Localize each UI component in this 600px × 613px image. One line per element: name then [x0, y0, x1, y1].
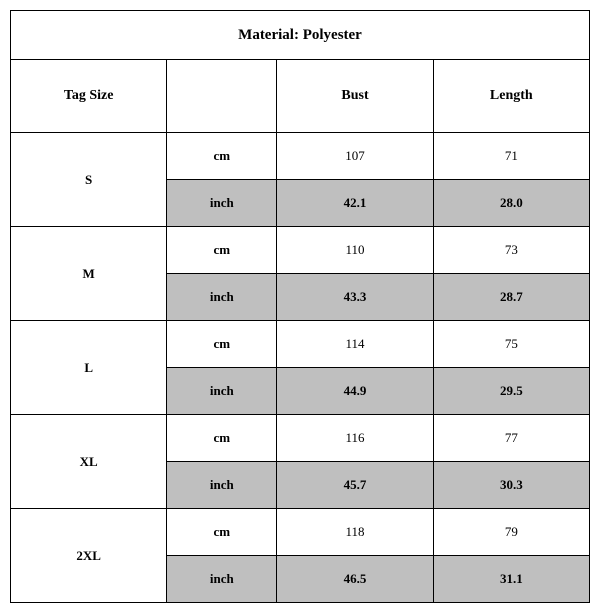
bust-inch: 42.1	[277, 180, 433, 227]
table-row: S cm 107 71	[11, 133, 590, 180]
col-length: Length	[433, 60, 589, 133]
tag-size: XL	[11, 415, 167, 509]
bust-inch: 46.5	[277, 556, 433, 603]
table-row: XL cm 116 77	[11, 415, 590, 462]
tag-size: M	[11, 227, 167, 321]
bust-inch: 44.9	[277, 368, 433, 415]
unit-inch: inch	[167, 180, 277, 227]
col-tag-size: Tag Size	[11, 60, 167, 133]
title-row: Material: Polyester	[11, 11, 590, 60]
header-row: Tag Size Bust Length	[11, 60, 590, 133]
length-cm: 71	[433, 133, 589, 180]
table-row: 2XL cm 118 79	[11, 509, 590, 556]
unit-cm: cm	[167, 227, 277, 274]
unit-cm: cm	[167, 415, 277, 462]
length-cm: 79	[433, 509, 589, 556]
length-cm: 77	[433, 415, 589, 462]
length-cm: 75	[433, 321, 589, 368]
tag-size: L	[11, 321, 167, 415]
bust-cm: 114	[277, 321, 433, 368]
unit-cm: cm	[167, 133, 277, 180]
bust-cm: 107	[277, 133, 433, 180]
length-inch: 28.7	[433, 274, 589, 321]
unit-cm: cm	[167, 321, 277, 368]
bust-cm: 118	[277, 509, 433, 556]
bust-inch: 43.3	[277, 274, 433, 321]
unit-inch: inch	[167, 462, 277, 509]
unit-cm: cm	[167, 509, 277, 556]
bust-cm: 110	[277, 227, 433, 274]
length-inch: 30.3	[433, 462, 589, 509]
unit-inch: inch	[167, 274, 277, 321]
table-row: L cm 114 75	[11, 321, 590, 368]
length-inch: 31.1	[433, 556, 589, 603]
material-title: Material: Polyester	[11, 11, 590, 60]
tag-size: S	[11, 133, 167, 227]
bust-inch: 45.7	[277, 462, 433, 509]
col-bust: Bust	[277, 60, 433, 133]
table-row: M cm 110 73	[11, 227, 590, 274]
unit-inch: inch	[167, 556, 277, 603]
length-inch: 28.0	[433, 180, 589, 227]
length-inch: 29.5	[433, 368, 589, 415]
unit-inch: inch	[167, 368, 277, 415]
size-chart-table: Material: Polyester Tag Size Bust Length…	[10, 10, 590, 603]
col-unit	[167, 60, 277, 133]
length-cm: 73	[433, 227, 589, 274]
tag-size: 2XL	[11, 509, 167, 603]
bust-cm: 116	[277, 415, 433, 462]
